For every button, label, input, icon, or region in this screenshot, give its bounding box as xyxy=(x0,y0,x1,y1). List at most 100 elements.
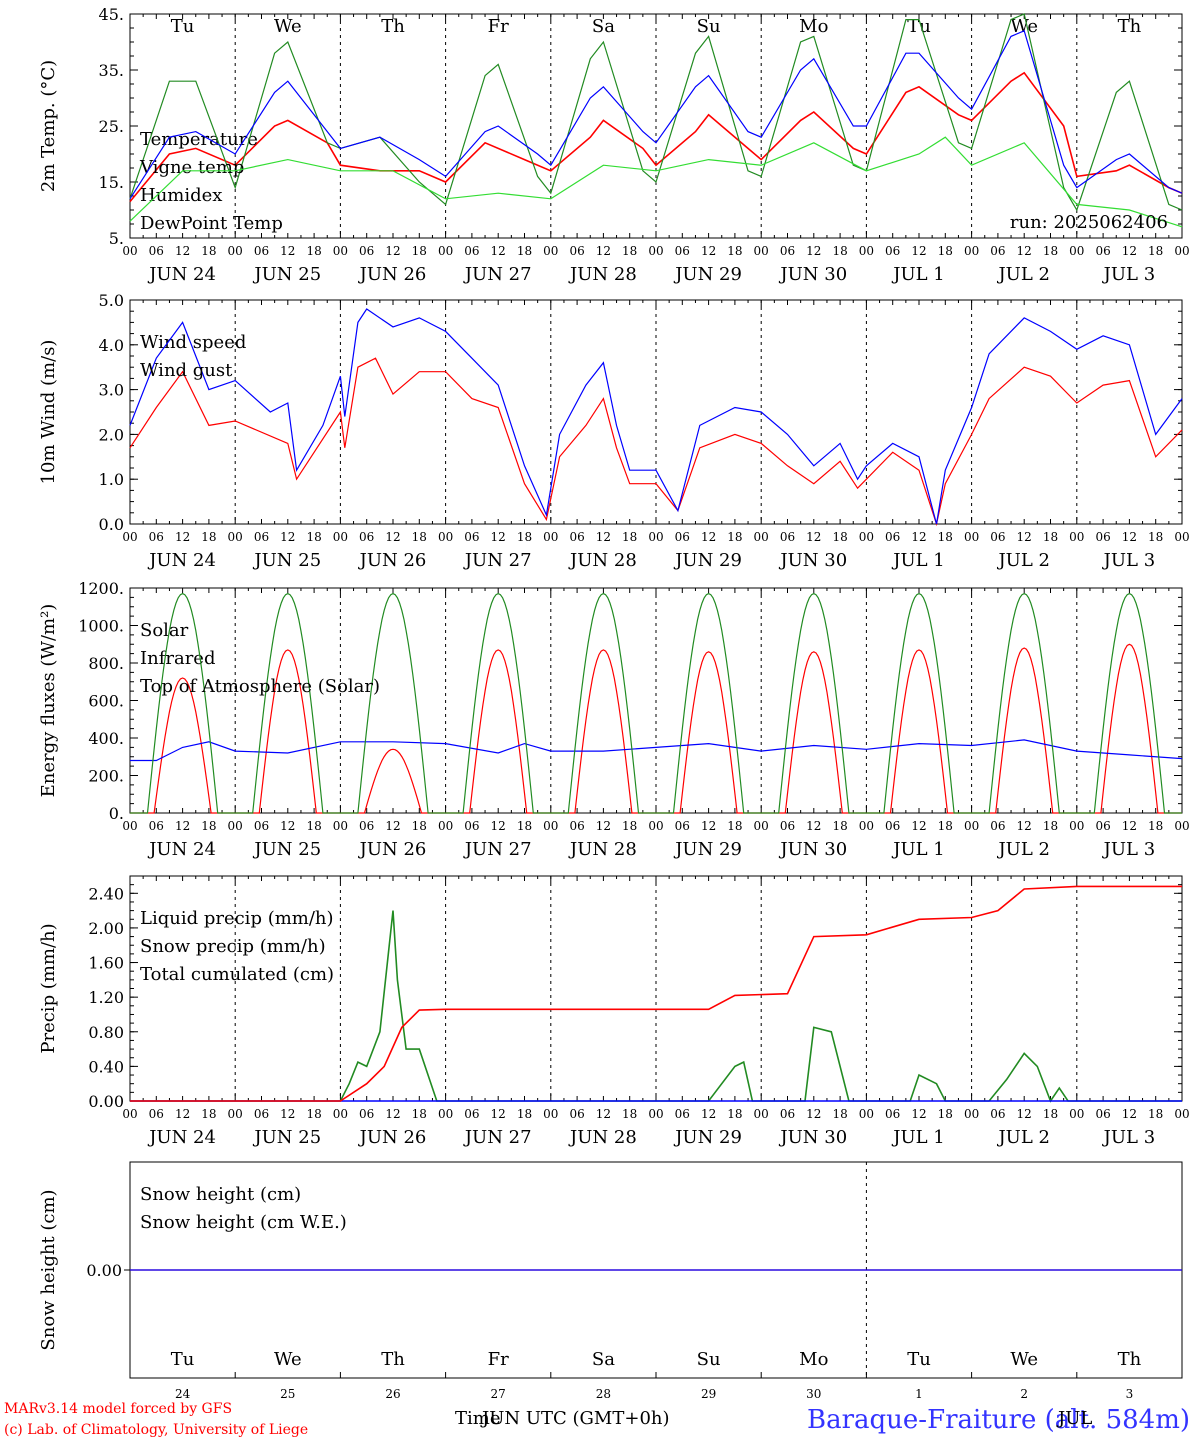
hour-label: 12 xyxy=(385,244,400,258)
hour-label: 06 xyxy=(569,244,584,258)
hour-label: 18 xyxy=(412,819,427,833)
hour-label: 00 xyxy=(964,244,979,258)
hour-label: 18 xyxy=(622,1107,637,1121)
date-label: JUN 29 xyxy=(673,1127,742,1148)
legend-entry: Humidex xyxy=(140,185,222,206)
date-label: JUL 2 xyxy=(996,550,1050,571)
hour-label: 18 xyxy=(622,530,637,544)
y-tick-label: 2.00 xyxy=(88,919,124,938)
hour-label: 06 xyxy=(885,244,900,258)
legend-entry: Wind gust xyxy=(140,360,233,381)
hour-label: 18 xyxy=(727,1107,742,1121)
y-tick-label: 1200. xyxy=(78,579,124,598)
hour-label: 06 xyxy=(359,530,374,544)
y-tick-label: 0.00 xyxy=(86,1261,122,1280)
hour-label: 06 xyxy=(675,244,690,258)
day-number-label: 2 xyxy=(1020,1387,1028,1401)
y-tick-label: 5. xyxy=(109,229,124,248)
hour-label: 00 xyxy=(859,244,874,258)
day-number-label: 27 xyxy=(491,1387,506,1401)
hour-label: 18 xyxy=(306,244,321,258)
series-line-dewpoint-temp xyxy=(129,136,1183,228)
hour-label: 18 xyxy=(622,819,637,833)
y-tick-label: 0.40 xyxy=(88,1057,124,1076)
hour-label: 00 xyxy=(859,819,874,833)
date-label: JUN 25 xyxy=(252,1127,321,1148)
hour-label: 18 xyxy=(832,819,847,833)
hour-label: 00 xyxy=(543,530,558,544)
hour-label: 00 xyxy=(648,244,663,258)
hour-label: 06 xyxy=(254,1107,269,1121)
weekday-label: Su xyxy=(697,1349,721,1370)
hour-label: 12 xyxy=(280,819,295,833)
hour-label: 18 xyxy=(517,530,532,544)
weekday-label: Tu xyxy=(907,1349,931,1370)
hour-label: 00 xyxy=(648,819,663,833)
hour-label: 00 xyxy=(438,530,453,544)
hour-label: 06 xyxy=(1095,1107,1110,1121)
hour-label: 00 xyxy=(543,1107,558,1121)
hour-label: 06 xyxy=(254,530,269,544)
weekday-label: We xyxy=(274,16,302,37)
panel-2: 0.0 1.0 2.0 3.0 4.0 5.0 10m Wind (m/s) 00 06 12 18… xyxy=(38,291,1190,571)
weekday-label: We xyxy=(274,1349,302,1370)
date-label: JUN 28 xyxy=(568,839,637,860)
hour-label: 12 xyxy=(175,1107,190,1121)
series-line-wind-speed xyxy=(129,357,1183,527)
weekday-label: Tu xyxy=(171,16,195,37)
date-label: JUN 24 xyxy=(147,550,216,571)
hour-label: 00 xyxy=(122,1107,137,1121)
hour-label: 18 xyxy=(201,244,216,258)
hour-label: 00 xyxy=(228,819,243,833)
series-line-wind-gust xyxy=(129,308,1183,525)
y-tick-label: 0.00 xyxy=(88,1092,124,1111)
hour-label: 18 xyxy=(517,819,532,833)
hour-label: 06 xyxy=(569,1107,584,1121)
y-tick-label: 4.0 xyxy=(99,336,124,355)
hour-label: 00 xyxy=(1174,244,1189,258)
series-line-temperature xyxy=(129,71,1183,203)
hour-label: 12 xyxy=(911,530,926,544)
panel-5: 0.00 Snow height (cm) Tu 24 We 25 Th 26 Fr 27 Sa 28… xyxy=(38,1161,1183,1401)
weekday-label: Th xyxy=(1118,16,1142,37)
weekday-label: Su xyxy=(697,16,721,37)
hour-label: 12 xyxy=(280,530,295,544)
date-label: JUN 30 xyxy=(778,839,847,860)
date-label: JUL 1 xyxy=(891,839,945,860)
date-label: JUL 1 xyxy=(891,550,945,571)
date-label: JUN 27 xyxy=(463,264,532,285)
weekday-label: Mo xyxy=(799,16,828,37)
legend-entry: Solar xyxy=(140,620,189,641)
date-label: JUN 25 xyxy=(252,550,321,571)
weekday-label: We xyxy=(1010,1349,1038,1370)
hour-label: 00 xyxy=(122,819,137,833)
hour-label: 00 xyxy=(228,1107,243,1121)
hour-label: 18 xyxy=(832,1107,847,1121)
hour-label: 12 xyxy=(1122,1107,1137,1121)
hour-label: 18 xyxy=(1043,1107,1058,1121)
hour-label: 00 xyxy=(122,244,137,258)
hour-label: 00 xyxy=(228,530,243,544)
hour-label: 12 xyxy=(911,1107,926,1121)
hour-label: 18 xyxy=(727,530,742,544)
day-number-label: 30 xyxy=(806,1387,821,1401)
hour-label: 12 xyxy=(701,1107,716,1121)
date-label: JUL 2 xyxy=(996,1127,1050,1148)
weekday-label: Tu xyxy=(907,16,931,37)
series-line-total-cumulated-cm- xyxy=(130,885,1182,1102)
hour-label: 18 xyxy=(727,244,742,258)
hour-label: 12 xyxy=(385,1107,400,1121)
hour-label: 06 xyxy=(359,244,374,258)
hour-label: 00 xyxy=(543,244,558,258)
hour-label: 12 xyxy=(596,530,611,544)
hour-label: 00 xyxy=(859,530,874,544)
hour-label: 12 xyxy=(175,819,190,833)
hour-label: 06 xyxy=(149,530,164,544)
hour-label: 06 xyxy=(1095,244,1110,258)
run-label: run: 2025062406 xyxy=(1010,212,1168,233)
hour-label: 00 xyxy=(648,1107,663,1121)
hour-label: 12 xyxy=(1017,819,1032,833)
y-tick-label: 0.0 xyxy=(99,515,124,534)
hour-label: 00 xyxy=(543,819,558,833)
hour-label: 06 xyxy=(780,530,795,544)
